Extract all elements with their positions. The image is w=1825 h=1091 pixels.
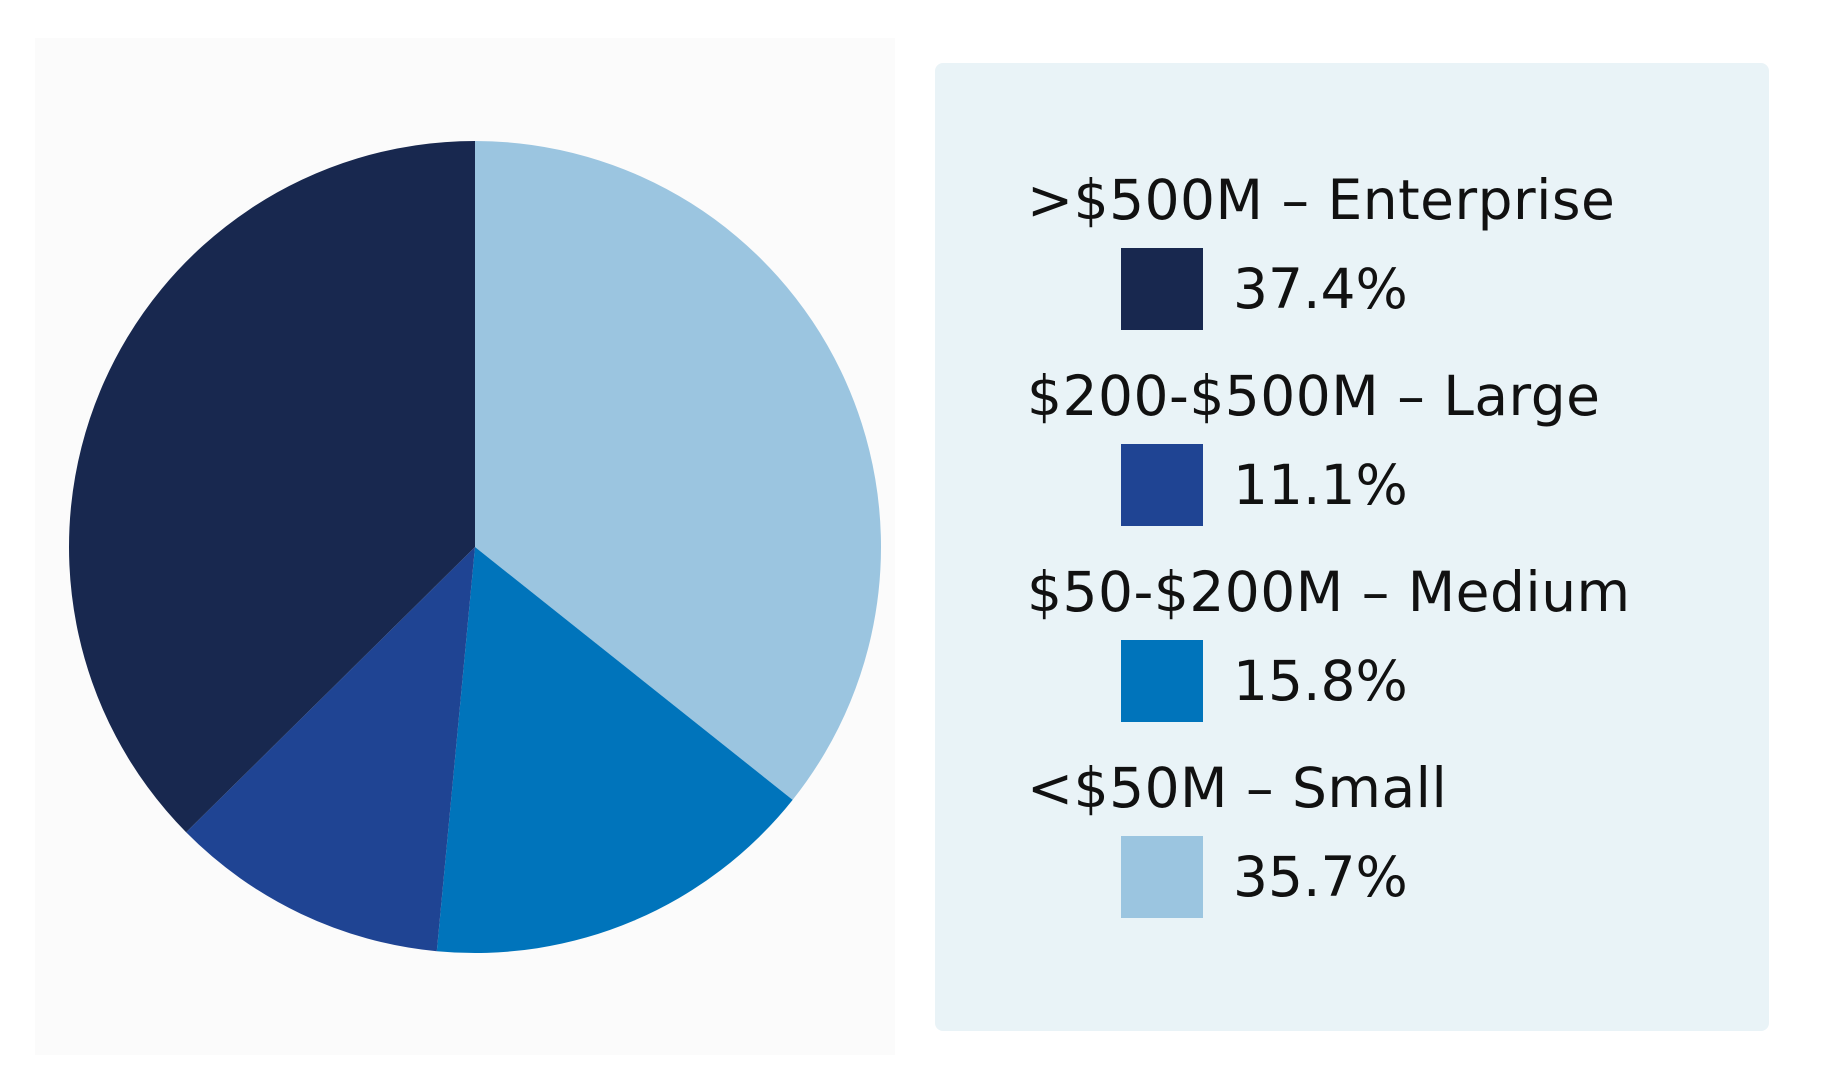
legend-entry-large: $200-$500M – Large 11.1% xyxy=(1027,369,1600,526)
legend-label: $50-$200M – Medium xyxy=(1027,560,1631,624)
legend-value: 11.1% xyxy=(1233,452,1408,517)
legend-entry-small: <$50M – Small 35.7% xyxy=(1027,761,1447,918)
pie-slice-m-large xyxy=(186,547,475,952)
pie-slice-m-enterprise xyxy=(69,141,475,833)
pie-slice-m-small xyxy=(475,141,881,800)
pie-slice-m-medium xyxy=(436,547,793,953)
legend-swatch xyxy=(1121,444,1203,526)
legend-label: >$500M – Enterprise xyxy=(1027,168,1616,232)
legend-label: <$50M – Small xyxy=(1027,756,1448,820)
legend-swatch xyxy=(1121,836,1203,918)
legend-entry-medium: $50-$200M – Medium 15.8% xyxy=(1027,565,1631,722)
legend-entry-enterprise: >$500M – Enterprise 37.4% xyxy=(1027,173,1615,330)
legend-swatch xyxy=(1121,248,1203,330)
legend-value: 35.7% xyxy=(1233,844,1408,909)
legend-swatch xyxy=(1121,640,1203,722)
legend-value: 15.8% xyxy=(1233,648,1408,713)
legend-label: $200-$500M – Large xyxy=(1027,364,1601,428)
legend-panel: >$500M – Enterprise 37.4% $200-$500M – L… xyxy=(935,63,1769,1031)
legend-value: 37.4% xyxy=(1233,256,1408,321)
